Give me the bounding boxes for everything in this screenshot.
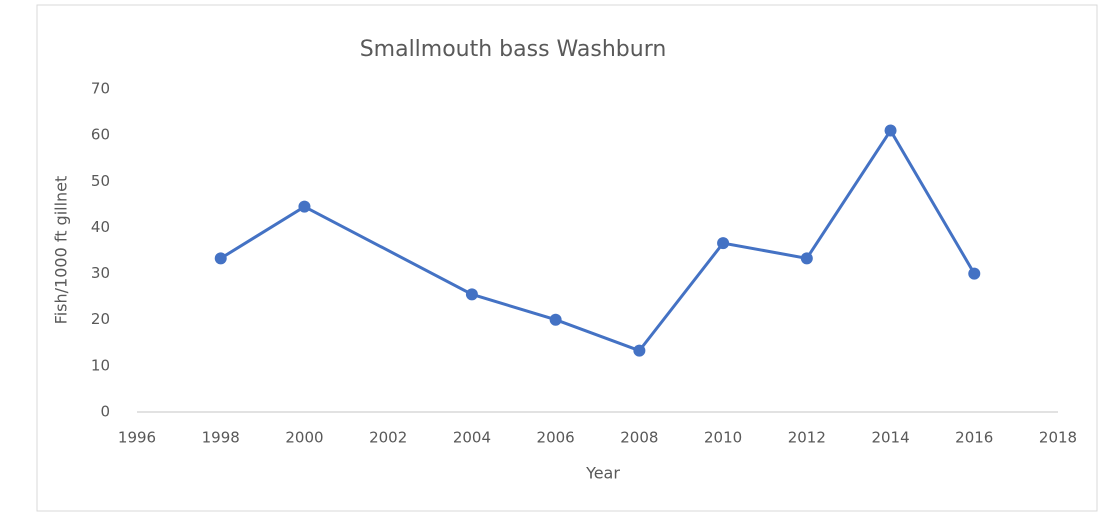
y-tick-label: 30: [91, 264, 110, 282]
x-tick-label: 2014: [871, 429, 909, 447]
x-tick-label: 2000: [285, 429, 323, 447]
x-tick-label: 1996: [118, 429, 156, 447]
y-tick-label: 70: [91, 80, 110, 98]
y-tick-label: 60: [91, 126, 110, 144]
chart-title: Smallmouth bass Washburn: [360, 37, 667, 62]
y-tick-label: 0: [100, 403, 110, 421]
x-tick-label: 2016: [955, 429, 993, 447]
y-tick-label: 20: [91, 310, 110, 328]
chart-frame: [36, 4, 1098, 512]
x-tick-label: 2008: [620, 429, 658, 447]
x-tick-label: 2002: [369, 429, 407, 447]
data-point: [465, 288, 478, 301]
data-point: [633, 344, 646, 357]
x-tick-label: 2012: [788, 429, 826, 447]
data-point: [968, 267, 981, 280]
x-tick-label: 2018: [1039, 429, 1077, 447]
x-tick-label: 2010: [704, 429, 742, 447]
x-tick-label: 2006: [537, 429, 575, 447]
y-tick-label: 10: [91, 356, 110, 374]
x-tick-label: 1998: [202, 429, 240, 447]
x-axis-label: Year: [585, 464, 620, 483]
data-point: [884, 124, 897, 137]
data-point: [298, 200, 311, 213]
y-tick-label: 40: [91, 218, 110, 236]
data-point: [717, 237, 730, 250]
data-point: [800, 252, 813, 265]
y-axis-label: Fish/1000 ft gillnet: [52, 176, 71, 325]
x-tick-label: 2004: [453, 429, 491, 447]
data-line: [219, 127, 976, 353]
y-tick-label: 50: [91, 172, 110, 190]
data-point: [549, 313, 562, 326]
data-point: [214, 252, 227, 265]
